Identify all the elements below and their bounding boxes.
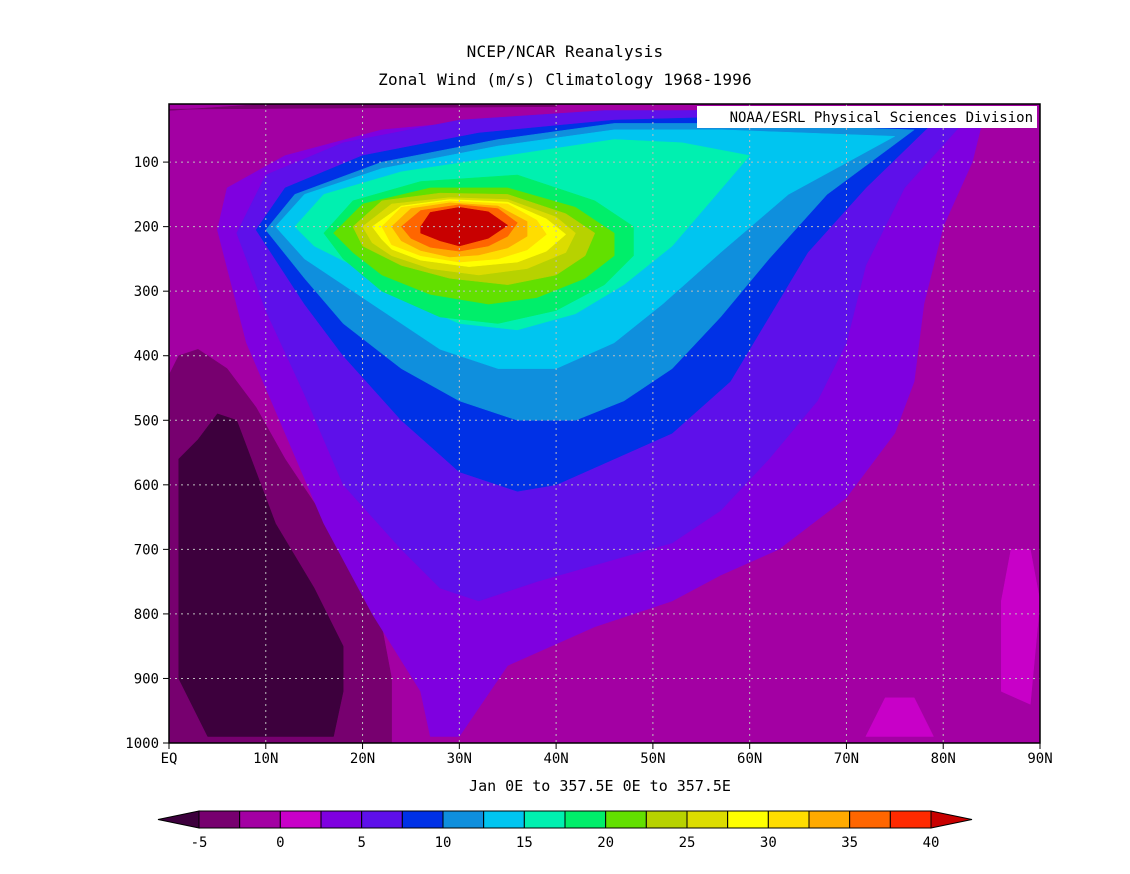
y-tick-label: 800 [134,607,159,623]
colorbar-swatch [239,810,281,829]
chart-title: NCEP/NCAR Reanalysis [466,42,664,61]
y-tick-label: 100 [134,155,159,171]
x-tick-label: 40N [543,751,568,767]
y-tick-label: 700 [134,542,159,558]
x-tick-label: 20N [350,751,375,767]
x-axis-label: Jan 0E to 357.5E 0E to 357.5E [469,777,731,795]
axes: EQ 10N 20N 30N 40N 50N 60N 70N 80N 90N 100 200 300 40… [125,155,1052,767]
colorbar: -5 0 5 10 15 20 25 30 35 40 [157,810,973,851]
x-tick-label: 60N [737,751,762,767]
contour-band-4 [865,697,934,737]
y-tick-label: 300 [134,284,159,300]
y-tick-label: 400 [134,349,159,365]
x-tick-label: EQ [161,751,178,767]
colorbar-swatch [686,810,729,829]
x-tick-label: 70N [834,751,859,767]
colorbar-swatch [564,810,607,829]
watermark-text: NOAA/ESRL Physical Sciences Division [730,110,1033,126]
watermark-box: NOAA/ESRL Physical Sciences Division [697,106,1037,128]
plot-frame [168,103,1041,744]
colorbar-swatch [849,810,891,829]
contour-band-1 [178,413,344,737]
colorbar-tick-label: 15 [516,835,533,851]
colorbar-swatch [442,810,485,829]
colorbar-swatch [727,810,769,829]
colorbar-tick-label: 35 [841,835,858,851]
x-tick-label: 80N [931,751,956,767]
colorbar-tick-label: 5 [357,835,365,851]
gridlines [169,104,1040,743]
y-tick-label: 900 [134,671,159,687]
plot-area [169,104,1040,743]
colorbar-swatch [645,810,688,829]
colorbar-arrow-left [157,810,200,829]
colorbar-swatch [279,810,322,829]
y-tick-label: 200 [134,220,159,236]
colorbar-tick-label: 20 [597,835,614,851]
colorbar-tick-label: 0 [276,835,284,851]
colorbar-swatch [361,810,403,829]
colorbar-swatch [401,810,444,829]
x-tick-label: 90N [1027,751,1052,767]
x-tick-label: 50N [640,751,665,767]
colorbar-swatch [605,810,647,829]
colorbar-swatch [483,810,525,829]
y-tick-label: 1000 [125,736,159,752]
x-tick-label: 30N [447,751,472,767]
y-tick-label: 600 [134,478,159,494]
chart-subtitle: Zonal Wind (m/s) Climatology 1968-1996 [378,70,752,89]
colorbar-arrow-right [930,810,973,829]
contour-band-3 [1001,549,1040,705]
colorbar-swatch [523,810,566,829]
colorbar-tick-label: -5 [191,835,208,851]
colorbar-tick-label: 40 [923,835,940,851]
colorbar-swatch [808,810,851,829]
colorbar-swatch [198,810,241,829]
colorbar-swatch [320,810,363,829]
colorbar-swatch [889,810,932,829]
colorbar-tick-label: 25 [679,835,696,851]
y-tick-label: 500 [134,413,159,429]
colorbar-tick-label: 30 [760,835,777,851]
colorbar-tick-label: 10 [435,835,452,851]
x-tick-label: 10N [253,751,278,767]
colorbar-swatch [767,810,810,829]
